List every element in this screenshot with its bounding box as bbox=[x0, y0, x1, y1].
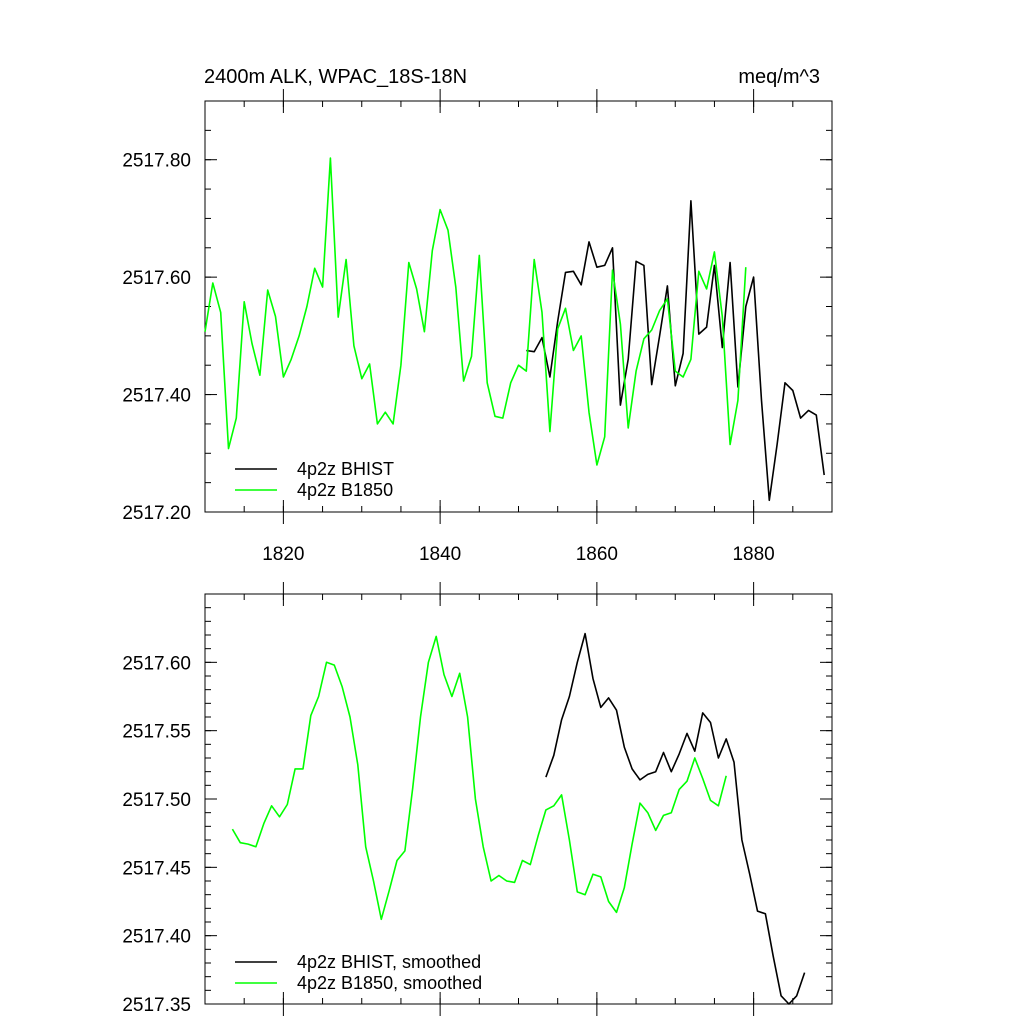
y-tick-label: 2517.55 bbox=[122, 722, 191, 743]
y-tick-label: 2517.60 bbox=[122, 268, 191, 289]
x-tick-label: 1840 bbox=[419, 544, 461, 565]
legend-label: 4p2z B1850, smoothed bbox=[297, 973, 482, 993]
y-tick-label: 2517.40 bbox=[122, 927, 191, 948]
series-line-b1850 bbox=[204, 157, 747, 466]
top-panel: 1820 1840 1860 1880 2517.20 2517.40 2517.60 251… bbox=[122, 89, 833, 565]
legend-label: 4p2z BHIST, smoothed bbox=[297, 952, 481, 972]
x-tick-label: 1860 bbox=[576, 544, 618, 565]
bottom-panel: 2517.35 2517.40 2517.45 2517.50 2517.55 2517.… bbox=[122, 582, 833, 1016]
legend-label: 4p2z B1850 bbox=[297, 480, 393, 500]
y-tick-label: 2517.35 bbox=[122, 995, 191, 1016]
chart-title: 2400m ALK, WPAC_18S-18N bbox=[204, 66, 467, 88]
chart-units: meq/m^3 bbox=[738, 66, 820, 88]
legend-label: 4p2z BHIST bbox=[297, 459, 394, 479]
y-tick-label: 2517.45 bbox=[122, 858, 191, 879]
series-line-bhist bbox=[526, 200, 825, 502]
y-tick-label: 2517.20 bbox=[122, 503, 191, 524]
y-tick-label: 2517.50 bbox=[122, 790, 191, 811]
series-line-b1850 bbox=[231, 635, 727, 921]
series-line-bhist bbox=[545, 632, 806, 1005]
x-tick-label: 1820 bbox=[262, 544, 304, 565]
x-tick-label: 1880 bbox=[732, 544, 774, 565]
y-tick-label: 2517.60 bbox=[122, 653, 191, 674]
y-tick-label: 2517.40 bbox=[122, 386, 191, 407]
plot-frame bbox=[204, 100, 833, 513]
y-tick-label: 2517.80 bbox=[122, 151, 191, 172]
